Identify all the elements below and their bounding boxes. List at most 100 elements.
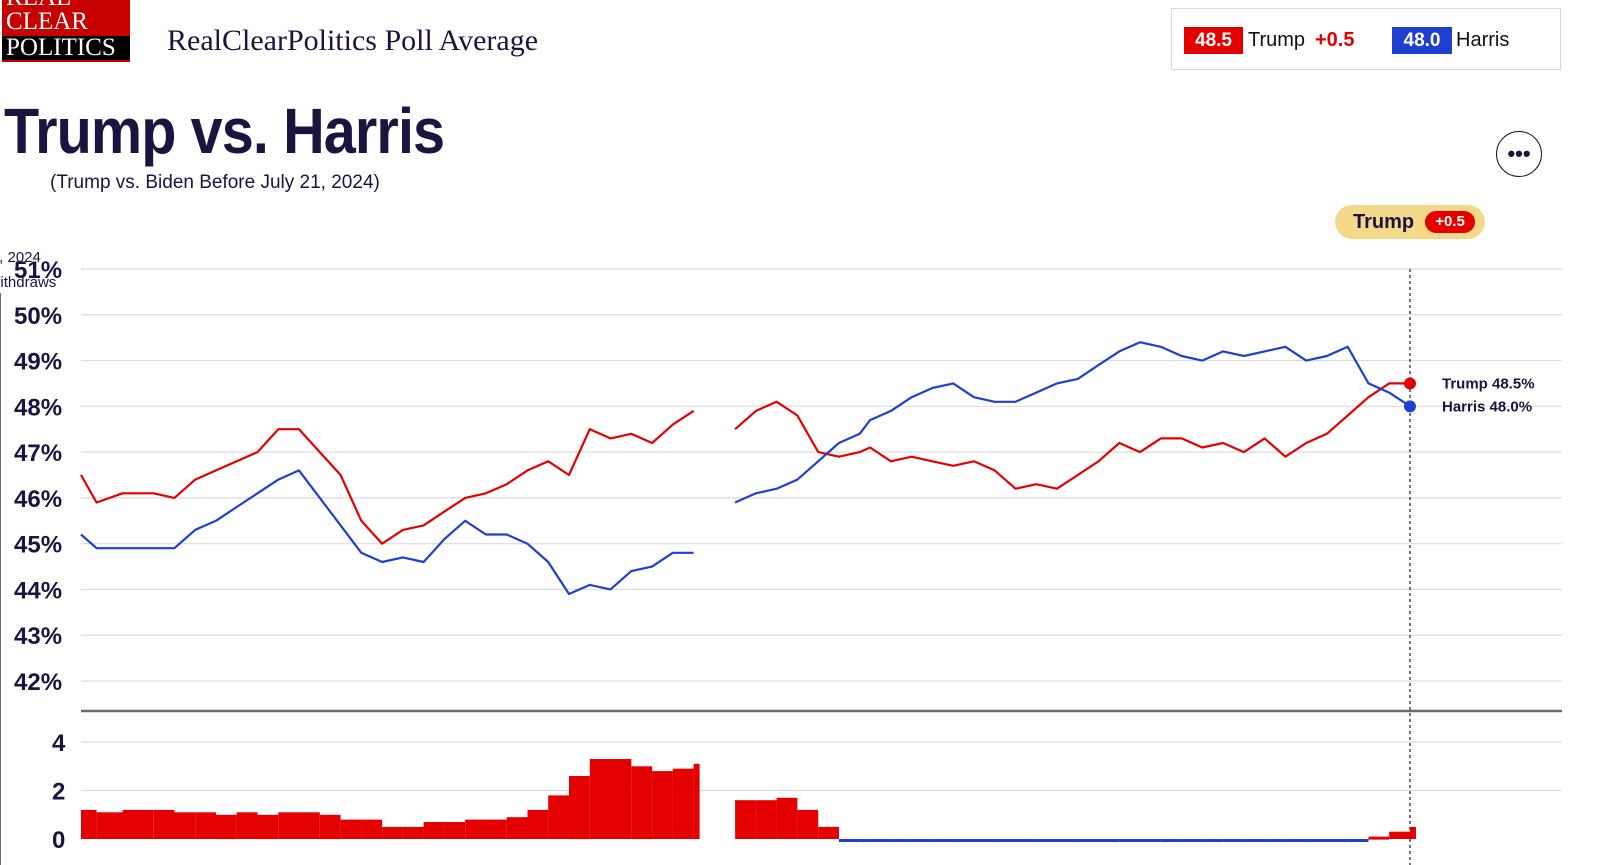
trump-value-badge: 48.5 bbox=[1184, 27, 1243, 54]
y-tick-label: 48% bbox=[14, 394, 62, 421]
spread-bar bbox=[672, 768, 694, 839]
spread-bar bbox=[1306, 839, 1327, 842]
spread-bar bbox=[693, 763, 700, 839]
more-options-button[interactable]: ••• bbox=[1496, 131, 1542, 177]
site-title: RealClearPolitics Poll Average bbox=[167, 24, 539, 57]
page-subtitle: (Trump vs. Biden Before July 21, 2024) bbox=[50, 172, 380, 193]
y-tick-label: 44% bbox=[14, 577, 62, 604]
spread-bar bbox=[465, 819, 486, 839]
spread-bar bbox=[278, 812, 300, 839]
trump-end-dot bbox=[1404, 377, 1416, 390]
trump-margin: +0.5 bbox=[1315, 29, 1355, 51]
rcp-logo[interactable]: REAL CLEAR POLITICS bbox=[2, 0, 130, 62]
spread-bar bbox=[1057, 839, 1078, 842]
y-tick-label: 46% bbox=[14, 486, 62, 513]
trump-name: Trump bbox=[1248, 29, 1306, 51]
spread-bar bbox=[299, 812, 320, 839]
spread-bar bbox=[1389, 831, 1410, 839]
y-tick-label: 43% bbox=[14, 623, 62, 650]
spread-bar bbox=[1202, 839, 1224, 842]
spread-bar bbox=[1243, 839, 1265, 842]
spread-bar bbox=[890, 839, 912, 842]
spread-bar bbox=[610, 759, 632, 839]
spread-bar bbox=[1160, 839, 1182, 842]
spread-bar bbox=[257, 814, 279, 840]
spread-bar bbox=[1119, 839, 1141, 842]
spread-bar bbox=[236, 812, 258, 839]
spread-bar bbox=[153, 809, 175, 839]
spread-bar bbox=[195, 812, 216, 839]
summary-box: 48.5 Trump +0.5 48.0 Harris bbox=[1171, 8, 1561, 70]
spread-bar bbox=[174, 812, 196, 839]
spread-bar bbox=[776, 797, 798, 839]
spread-bar bbox=[340, 819, 362, 839]
spread-bar bbox=[870, 839, 891, 842]
y-tick-label: 42% bbox=[14, 669, 62, 696]
y-tick-label: 49% bbox=[14, 349, 62, 376]
spread-bar bbox=[1098, 839, 1120, 842]
spread-bar bbox=[818, 826, 839, 839]
spread-tick-label: 0 bbox=[52, 827, 65, 854]
annotation-label: Biden Withdraws bbox=[0, 274, 56, 291]
spread-bar bbox=[1077, 839, 1099, 842]
harris-end-dot bbox=[1404, 400, 1416, 413]
spread-bar bbox=[1326, 839, 1348, 842]
spread-bar bbox=[953, 839, 974, 842]
spread-bar bbox=[1223, 839, 1244, 842]
ellipsis-icon: ••• bbox=[1507, 141, 1531, 166]
spread-bar bbox=[797, 809, 819, 839]
spread-bar bbox=[755, 800, 777, 839]
harris-end-label: Harris 48.0% bbox=[1442, 398, 1532, 415]
spread-bar bbox=[631, 766, 653, 840]
spread-bar bbox=[1036, 839, 1057, 842]
spread-bar bbox=[1140, 839, 1161, 842]
spread-tick-label: 4 bbox=[52, 730, 66, 757]
harris-value-badge: 48.0 bbox=[1392, 27, 1452, 54]
spread-bar bbox=[548, 795, 569, 839]
spread-bar bbox=[444, 822, 466, 839]
trump-end-label: Trump 48.5% bbox=[1442, 375, 1535, 392]
spread-bar bbox=[569, 776, 590, 840]
spread-bar bbox=[423, 822, 445, 839]
trump-line bbox=[80, 382, 1410, 545]
spread-bar bbox=[1285, 839, 1307, 842]
spread-bar bbox=[1368, 836, 1390, 840]
y-tick-label: 45% bbox=[14, 532, 62, 559]
y-tick-label: 47% bbox=[14, 440, 62, 467]
spread-bar bbox=[1015, 839, 1037, 842]
spread-bar bbox=[911, 839, 933, 842]
spread-bar bbox=[506, 817, 528, 839]
spread-bar bbox=[1264, 839, 1286, 842]
spread-bar bbox=[81, 809, 97, 839]
y-tick-label: 51% bbox=[14, 257, 62, 284]
spread-bar bbox=[589, 759, 611, 839]
harris-name: Harris bbox=[1456, 29, 1510, 51]
spread-bar bbox=[527, 809, 549, 839]
spread-bar bbox=[1410, 826, 1416, 839]
page-title: Trump vs. Harris bbox=[4, 95, 445, 167]
spread-bar bbox=[652, 771, 673, 839]
leader-margin: +0.5 bbox=[1425, 211, 1475, 233]
spread-bar bbox=[319, 814, 341, 840]
leader-badge: Trump +0.5 bbox=[1335, 205, 1485, 239]
spread-bar bbox=[122, 809, 154, 839]
spread-bar bbox=[735, 800, 756, 839]
spread-bar bbox=[994, 839, 1016, 842]
spread-bar bbox=[361, 819, 383, 839]
spread-bar bbox=[485, 819, 507, 839]
spread-bar bbox=[96, 812, 123, 839]
logo-line-1: REAL bbox=[6, 0, 130, 10]
spread-bar bbox=[216, 814, 237, 840]
spread-bar bbox=[402, 826, 424, 839]
spread-bar bbox=[859, 839, 871, 842]
logo-line-2: CLEAR bbox=[6, 8, 88, 35]
spread-bar bbox=[1347, 839, 1369, 842]
y-tick-label: 50% bbox=[14, 303, 62, 330]
spread-bar bbox=[973, 839, 995, 842]
spread-bar bbox=[838, 839, 860, 842]
harris-line bbox=[80, 341, 1411, 596]
leader-name: Trump bbox=[1353, 211, 1415, 233]
annotation-date: Jul 21, 2024 bbox=[0, 249, 41, 266]
spread-bar bbox=[382, 826, 403, 839]
